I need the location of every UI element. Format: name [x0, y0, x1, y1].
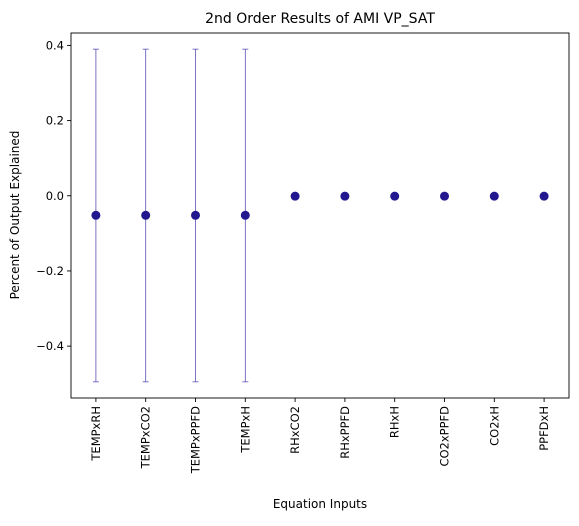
data-point: [340, 191, 350, 201]
chart-title: 2nd Order Results of AMI VP_SAT: [205, 11, 435, 27]
x-tick-label: PPFDxH: [537, 406, 551, 451]
x-tick-label: CO2xH: [487, 406, 501, 446]
data-point: [390, 191, 400, 201]
data-point: [191, 210, 200, 220]
x-tick-label: TEMPxH: [238, 406, 252, 454]
x-tick-label: TEMPxRH: [89, 406, 103, 462]
x-tick-label: TEMPxPPFD: [189, 406, 203, 474]
x-axis-label: Equation Inputs: [273, 497, 367, 511]
y-tick-label: 0.4: [46, 38, 64, 52]
data-point: [489, 191, 499, 201]
plot-frame: [70, 32, 570, 399]
x-tick-label: RHxH: [388, 406, 402, 438]
y-tick-label: −0.2: [36, 264, 64, 278]
data-point: [440, 191, 449, 201]
data-point: [141, 210, 151, 220]
data-point: [91, 210, 101, 220]
data-point: [240, 210, 250, 220]
data-point: [539, 191, 549, 201]
y-tick-label: −0.4: [36, 339, 64, 353]
plot-area: −0.4 −0.2 0.0 0.2 0.4 TEMPxRH TEMPxCO2 TEMPxPPF…: [36, 32, 570, 474]
y-axis-label: Percent of Output Explained: [8, 131, 22, 300]
x-tick-label: RHxPPFD: [338, 406, 352, 459]
x-tick-label: TEMPxCO2: [139, 406, 153, 469]
y-tick-label: 0.2: [46, 114, 64, 128]
y-tick-label: 0.0: [46, 189, 64, 203]
x-tick-label: RHxCO2: [288, 406, 302, 454]
data-point: [290, 191, 300, 201]
x-tick-label: CO2xPPFD: [438, 406, 452, 467]
